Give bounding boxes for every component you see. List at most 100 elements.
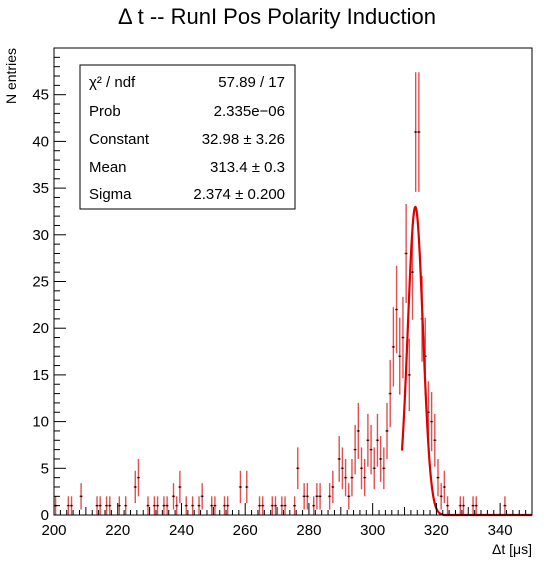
stats-box: χ² / ndf 57.89 / 17 Prob 2.335e−06 Constant 3… xyxy=(79,64,296,210)
point-marker xyxy=(472,504,474,507)
y-tick-label: 45 xyxy=(32,87,49,104)
x-tick-label: 260 xyxy=(233,522,258,539)
data-point xyxy=(261,496,265,515)
y-tick-label: 15 xyxy=(32,367,49,384)
data-point xyxy=(372,447,376,490)
point-marker xyxy=(389,392,392,395)
point-marker xyxy=(437,476,439,479)
y-tick-label: 5 xyxy=(41,460,49,477)
data-point xyxy=(197,496,201,515)
point-marker xyxy=(430,420,433,423)
data-point xyxy=(95,496,99,515)
point-marker xyxy=(312,504,315,507)
point-marker xyxy=(402,336,404,339)
data-point xyxy=(382,447,386,490)
x-axis-label: Δt [μs] xyxy=(492,541,532,557)
data-point xyxy=(369,424,373,475)
data-point xyxy=(184,496,188,515)
data-point xyxy=(226,496,230,515)
point-marker xyxy=(210,504,213,507)
data-point xyxy=(273,496,278,515)
point-marker xyxy=(296,467,299,470)
data-point xyxy=(213,496,217,515)
point-marker xyxy=(363,476,366,479)
data-point xyxy=(222,496,227,515)
point-marker xyxy=(354,448,357,451)
point-marker xyxy=(414,131,417,133)
point-marker xyxy=(382,467,385,470)
point-marker xyxy=(178,486,181,488)
point-marker xyxy=(328,495,331,498)
data-point xyxy=(133,470,137,504)
data-point xyxy=(404,204,408,303)
data-point xyxy=(394,265,399,354)
data-point xyxy=(379,436,383,482)
data-point xyxy=(388,359,392,428)
data-point xyxy=(104,496,109,515)
point-marker xyxy=(316,495,318,498)
point-marker xyxy=(137,476,140,479)
data-point xyxy=(175,496,179,515)
axis-ticks: 200 220 240 260 280 300 320 340 0 5 10 15 20 25 30 35 40… xyxy=(32,56,533,539)
data-point xyxy=(283,496,287,515)
data-point xyxy=(331,470,335,504)
point-marker xyxy=(99,504,102,507)
data-point xyxy=(366,413,370,467)
data-point xyxy=(98,496,102,515)
point-marker xyxy=(156,504,159,507)
data-point xyxy=(407,338,411,412)
x-tick-label: 320 xyxy=(424,522,449,539)
point-marker xyxy=(433,439,436,442)
x-tick-label: 200 xyxy=(41,522,66,539)
point-marker xyxy=(108,504,111,507)
x-tick-label: 280 xyxy=(296,522,321,539)
point-marker xyxy=(198,504,200,507)
data-point xyxy=(328,483,332,510)
point-marker xyxy=(261,504,264,507)
point-marker xyxy=(223,504,226,507)
stats-label: Mean xyxy=(89,159,127,176)
x-tick-label: 300 xyxy=(360,522,385,539)
point-marker xyxy=(105,504,108,507)
point-marker xyxy=(293,504,296,507)
x-tick-label: 220 xyxy=(105,522,130,539)
point-marker xyxy=(347,495,350,498)
data-point xyxy=(347,483,351,510)
y-tick-label: 0 xyxy=(41,507,49,524)
data-point xyxy=(312,496,316,515)
point-marker xyxy=(398,355,401,358)
y-tick-label: 20 xyxy=(32,320,49,337)
data-point xyxy=(210,496,214,515)
data-point xyxy=(430,392,434,452)
data-point xyxy=(318,483,322,510)
point-marker xyxy=(427,411,430,414)
data-point xyxy=(417,72,421,192)
point-marker xyxy=(226,504,229,507)
data-point xyxy=(503,496,507,515)
point-marker xyxy=(405,252,408,255)
data-point xyxy=(471,496,475,515)
point-marker xyxy=(306,495,309,498)
y-tick-label: 35 xyxy=(32,180,49,197)
point-marker xyxy=(153,504,156,507)
data-point xyxy=(461,496,466,515)
data-point xyxy=(414,72,418,192)
data-point xyxy=(136,458,141,497)
data-point xyxy=(296,447,300,490)
stats-label: Constant xyxy=(89,131,150,148)
stats-value: 2.335e−06 xyxy=(214,103,285,120)
stats-label: χ² / ndf xyxy=(89,74,136,91)
data-point xyxy=(350,458,354,497)
point-marker xyxy=(351,476,353,479)
data-point xyxy=(117,496,121,515)
stats-value: 2.374 ± 0.200 xyxy=(193,186,285,203)
point-marker xyxy=(67,504,70,507)
data-point xyxy=(293,496,297,515)
data-point xyxy=(385,402,389,459)
data-point xyxy=(280,496,284,515)
data-point xyxy=(162,496,166,515)
point-marker xyxy=(366,439,369,442)
point-marker xyxy=(370,448,372,451)
data-point xyxy=(458,496,462,515)
